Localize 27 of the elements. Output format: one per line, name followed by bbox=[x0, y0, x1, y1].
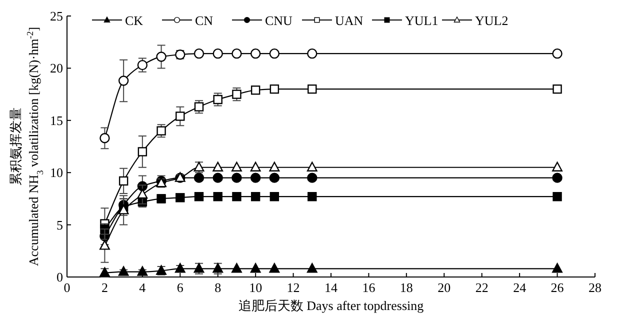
x-tick-label: 16 bbox=[362, 280, 376, 295]
x-axis-title: 追肥后天数 Days after topdressing bbox=[238, 298, 424, 313]
y-tick-label: 25 bbox=[50, 8, 63, 24]
x-tick-label: 22 bbox=[475, 280, 488, 295]
x-tick-label: 6 bbox=[176, 280, 184, 295]
y-tick-label: 15 bbox=[50, 112, 63, 128]
x-tick-label: 12 bbox=[286, 280, 300, 295]
x-tick-label: 26 bbox=[550, 280, 564, 295]
x-tick-label: 10 bbox=[249, 280, 262, 295]
x-tick-label: 24 bbox=[513, 280, 527, 295]
legend-label: CNU bbox=[265, 13, 294, 28]
legend-label: CK bbox=[125, 13, 144, 28]
y-tick-label: 10 bbox=[50, 165, 63, 180]
x-tick-label: 4 bbox=[139, 280, 146, 295]
legend-label: CN bbox=[195, 13, 214, 28]
x-tick-label: 8 bbox=[214, 280, 222, 295]
legend-label: YUL2 bbox=[475, 13, 508, 28]
x-tick-label: 14 bbox=[324, 280, 338, 295]
x-tick-label: 18 bbox=[400, 280, 413, 295]
x-tick-label: 2 bbox=[101, 280, 108, 295]
y-tick-label: 0 bbox=[56, 270, 63, 284]
y-tick-label: 5 bbox=[56, 217, 63, 232]
y-tick-label: 20 bbox=[50, 60, 63, 76]
x-tick-label: 20 bbox=[438, 280, 451, 295]
legend-label: YUL1 bbox=[405, 13, 438, 28]
x-tick-label: 28 bbox=[588, 280, 602, 295]
legend-label: UAN bbox=[335, 13, 364, 28]
